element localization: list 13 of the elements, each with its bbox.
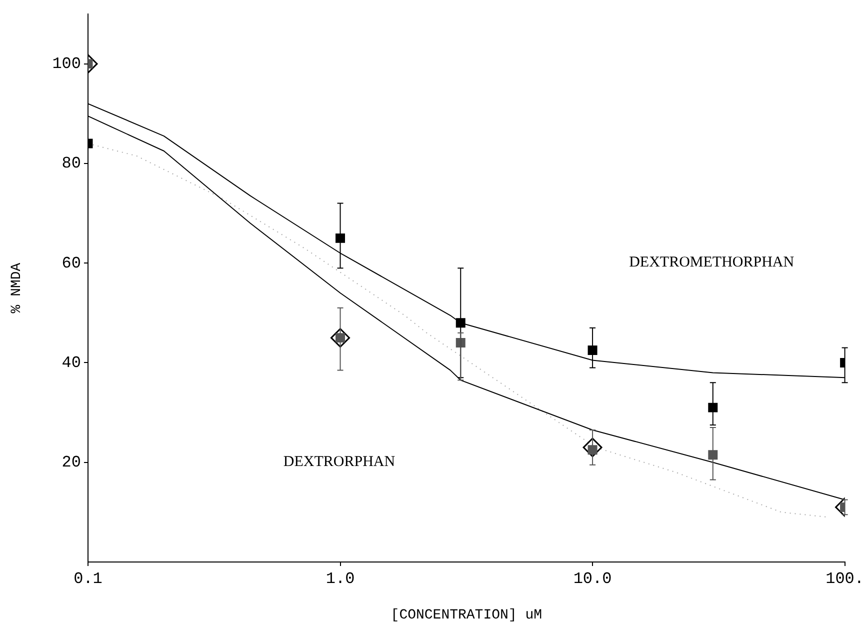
x-tick-label: 100. [826,570,864,588]
annotation: DEXTRORPHAN [283,454,396,470]
y-axis-title: % NMDA [9,262,26,314]
y-tick-label: 100 [52,55,81,74]
y-tick-label: 40 [62,354,81,372]
x-tick-label: 1.0 [326,570,355,588]
y-tick-label: 60 [62,254,81,272]
x-tick-label: 10.0 [573,570,612,588]
y-tick-label: 80 [62,154,81,173]
x-axis-title: [CONCENTRATION] uM [390,607,542,624]
y-tick-label: 20 [62,454,81,472]
x-tick-label: 0.1 [74,570,102,588]
annotation: DEXTROMETHORPHAN [629,254,794,271]
